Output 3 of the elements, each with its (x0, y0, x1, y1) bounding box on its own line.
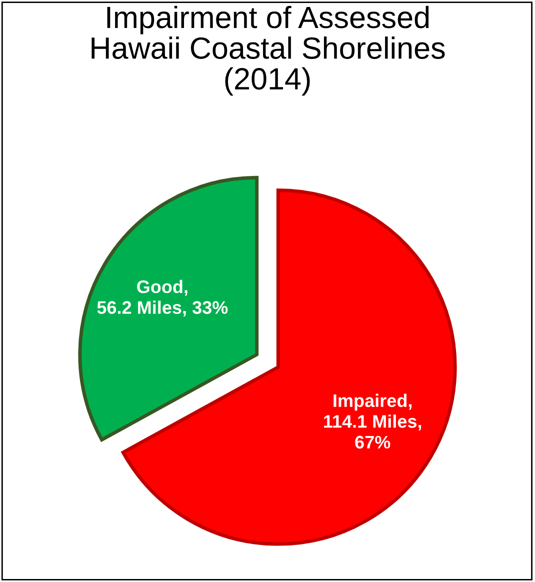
chart-title: Impairment of Assessed Hawaii Coastal Shorelines (2014) (92, 6, 445, 96)
slice-label: Good, 56.2 Miles, 33% (97, 280, 228, 317)
slice-label: Impaired, 114.1 Miles, 67% (324, 394, 422, 449)
